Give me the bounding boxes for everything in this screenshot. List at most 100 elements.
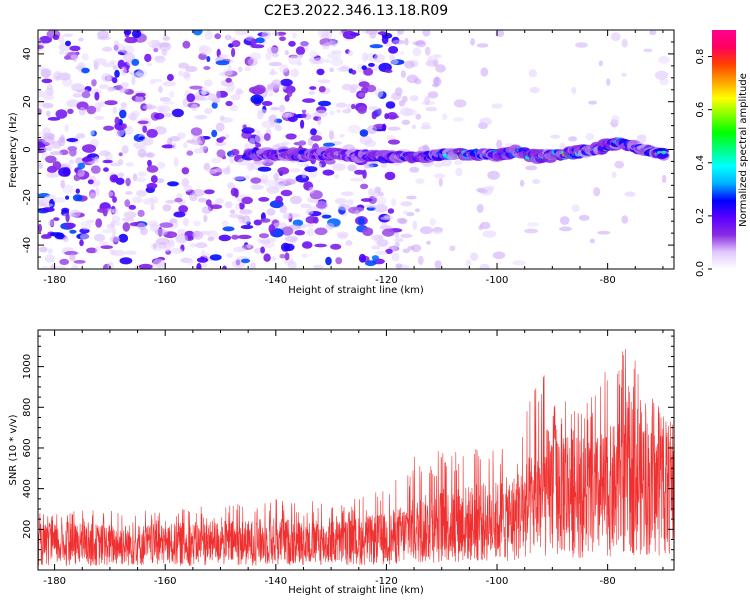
y-tick-label: -20 (22, 189, 33, 205)
heatmap-cell (75, 188, 81, 194)
heatmap-cell (94, 156, 100, 163)
heatmap-cell (41, 78, 53, 84)
heatmap-cell (204, 108, 213, 114)
heatmap-cell (589, 238, 595, 244)
heatmap-cell (480, 186, 493, 196)
heatmap-cell (638, 134, 646, 139)
spectrogram-xlabel: Height of straight line (km) (288, 285, 424, 296)
heatmap-cell (470, 252, 479, 261)
heatmap-cell (334, 174, 340, 179)
heatmap-cell (109, 174, 119, 183)
colorbar-label: Normalized spectral amplitude (738, 73, 749, 227)
heatmap-cell (281, 226, 294, 236)
heatmap-cell (138, 263, 153, 269)
heatmap-cell (358, 92, 365, 98)
heatmap-cell (529, 86, 540, 94)
heatmap-cell (621, 215, 629, 224)
heatmap-cell (125, 162, 134, 167)
y-tick-label: 1000 (22, 354, 33, 379)
heatmap-cell (325, 41, 330, 50)
heatmap-cell (455, 167, 463, 177)
heatmap-cell (292, 32, 297, 39)
heatmap-cell (400, 201, 413, 207)
heatmap-cell (201, 206, 212, 215)
heatmap-cell (261, 30, 271, 40)
heatmap-cell (203, 214, 208, 223)
heatmap-cell (173, 211, 186, 218)
heatmap-cell (55, 109, 68, 119)
heatmap-cell (222, 68, 233, 76)
heatmap-cell (588, 100, 597, 105)
heatmap-cell (178, 205, 189, 213)
heatmap-cell (162, 101, 176, 105)
heatmap-cell (661, 174, 667, 183)
heatmap-cell (233, 246, 246, 253)
colorbar-ticks: 0.0 0.2 0.4 0.6 0.8 (695, 49, 712, 277)
heatmap-cell (182, 217, 189, 227)
heatmap-cell (194, 114, 208, 120)
heatmap-cell (332, 163, 346, 172)
heatmap-cell (512, 260, 526, 266)
colorbar-gradient (712, 30, 736, 269)
heatmap-cell (69, 253, 76, 261)
heatmap-cell (171, 142, 177, 150)
heatmap-cell (53, 217, 60, 222)
heatmap-cell (384, 171, 396, 181)
heatmap-cell (91, 79, 97, 87)
snr-ylabel: SNR (10 * v/v) (8, 414, 19, 485)
heatmap-cell (71, 264, 79, 269)
heatmap-cell (45, 87, 54, 96)
heatmap-cell (230, 149, 240, 156)
heatmap-cell (316, 202, 327, 209)
heatmap-cell (409, 166, 420, 173)
heatmap-cell (38, 162, 43, 170)
heatmap-cell (380, 216, 394, 221)
heatmap-cell (212, 98, 220, 104)
heatmap-cell (108, 191, 114, 197)
heatmap-cell (559, 226, 572, 232)
heatmap-cell (342, 109, 351, 114)
heatmap-cell (200, 262, 208, 268)
heatmap-cell (113, 42, 126, 53)
heatmap-cell (261, 101, 273, 106)
heatmap-cell (78, 37, 84, 42)
heatmap-cell (107, 261, 114, 269)
heatmap-cell (115, 128, 125, 137)
heatmap-cell (407, 245, 415, 251)
spectrogram-y-ticks: -40 -20 0 20 40 (22, 29, 674, 270)
heatmap-cell (81, 157, 93, 162)
heatmap-cell (404, 37, 409, 46)
heatmap-cell (496, 139, 503, 149)
heatmap-cell (44, 254, 56, 263)
heatmap-cell (327, 52, 342, 59)
heatmap-cell (99, 84, 109, 90)
heatmap-cell (325, 256, 332, 266)
heatmap-cell (301, 170, 307, 179)
heatmap-cell (404, 109, 417, 116)
heatmap-cell (432, 54, 442, 59)
heatmap-cell (308, 90, 316, 95)
heatmap-cell (412, 47, 422, 57)
heatmap-cell (266, 208, 276, 216)
heatmap-cell (77, 169, 85, 177)
heatmap-cell (284, 252, 290, 261)
heatmap-cell (182, 40, 191, 49)
heatmap-cell (205, 199, 212, 207)
heatmap-cell (120, 66, 127, 76)
heatmap-cell (170, 247, 184, 254)
heatmap-cell (409, 95, 419, 102)
heatmap-cell (377, 108, 382, 116)
heatmap-cell (82, 144, 96, 153)
heatmap-cell (621, 38, 628, 48)
heatmap-cell (382, 123, 387, 132)
heatmap-cell (321, 214, 332, 219)
heatmap-cell (368, 62, 375, 67)
heatmap-cell (369, 44, 384, 49)
heatmap-cell (624, 191, 636, 197)
colorbar-tick-label: 0.2 (695, 208, 706, 224)
heatmap-cell (114, 69, 120, 78)
heatmap-cell (38, 131, 43, 136)
heatmap-cell (415, 40, 427, 48)
heatmap-cell (283, 178, 297, 185)
colorbar-tick-label: 0.6 (695, 102, 706, 118)
